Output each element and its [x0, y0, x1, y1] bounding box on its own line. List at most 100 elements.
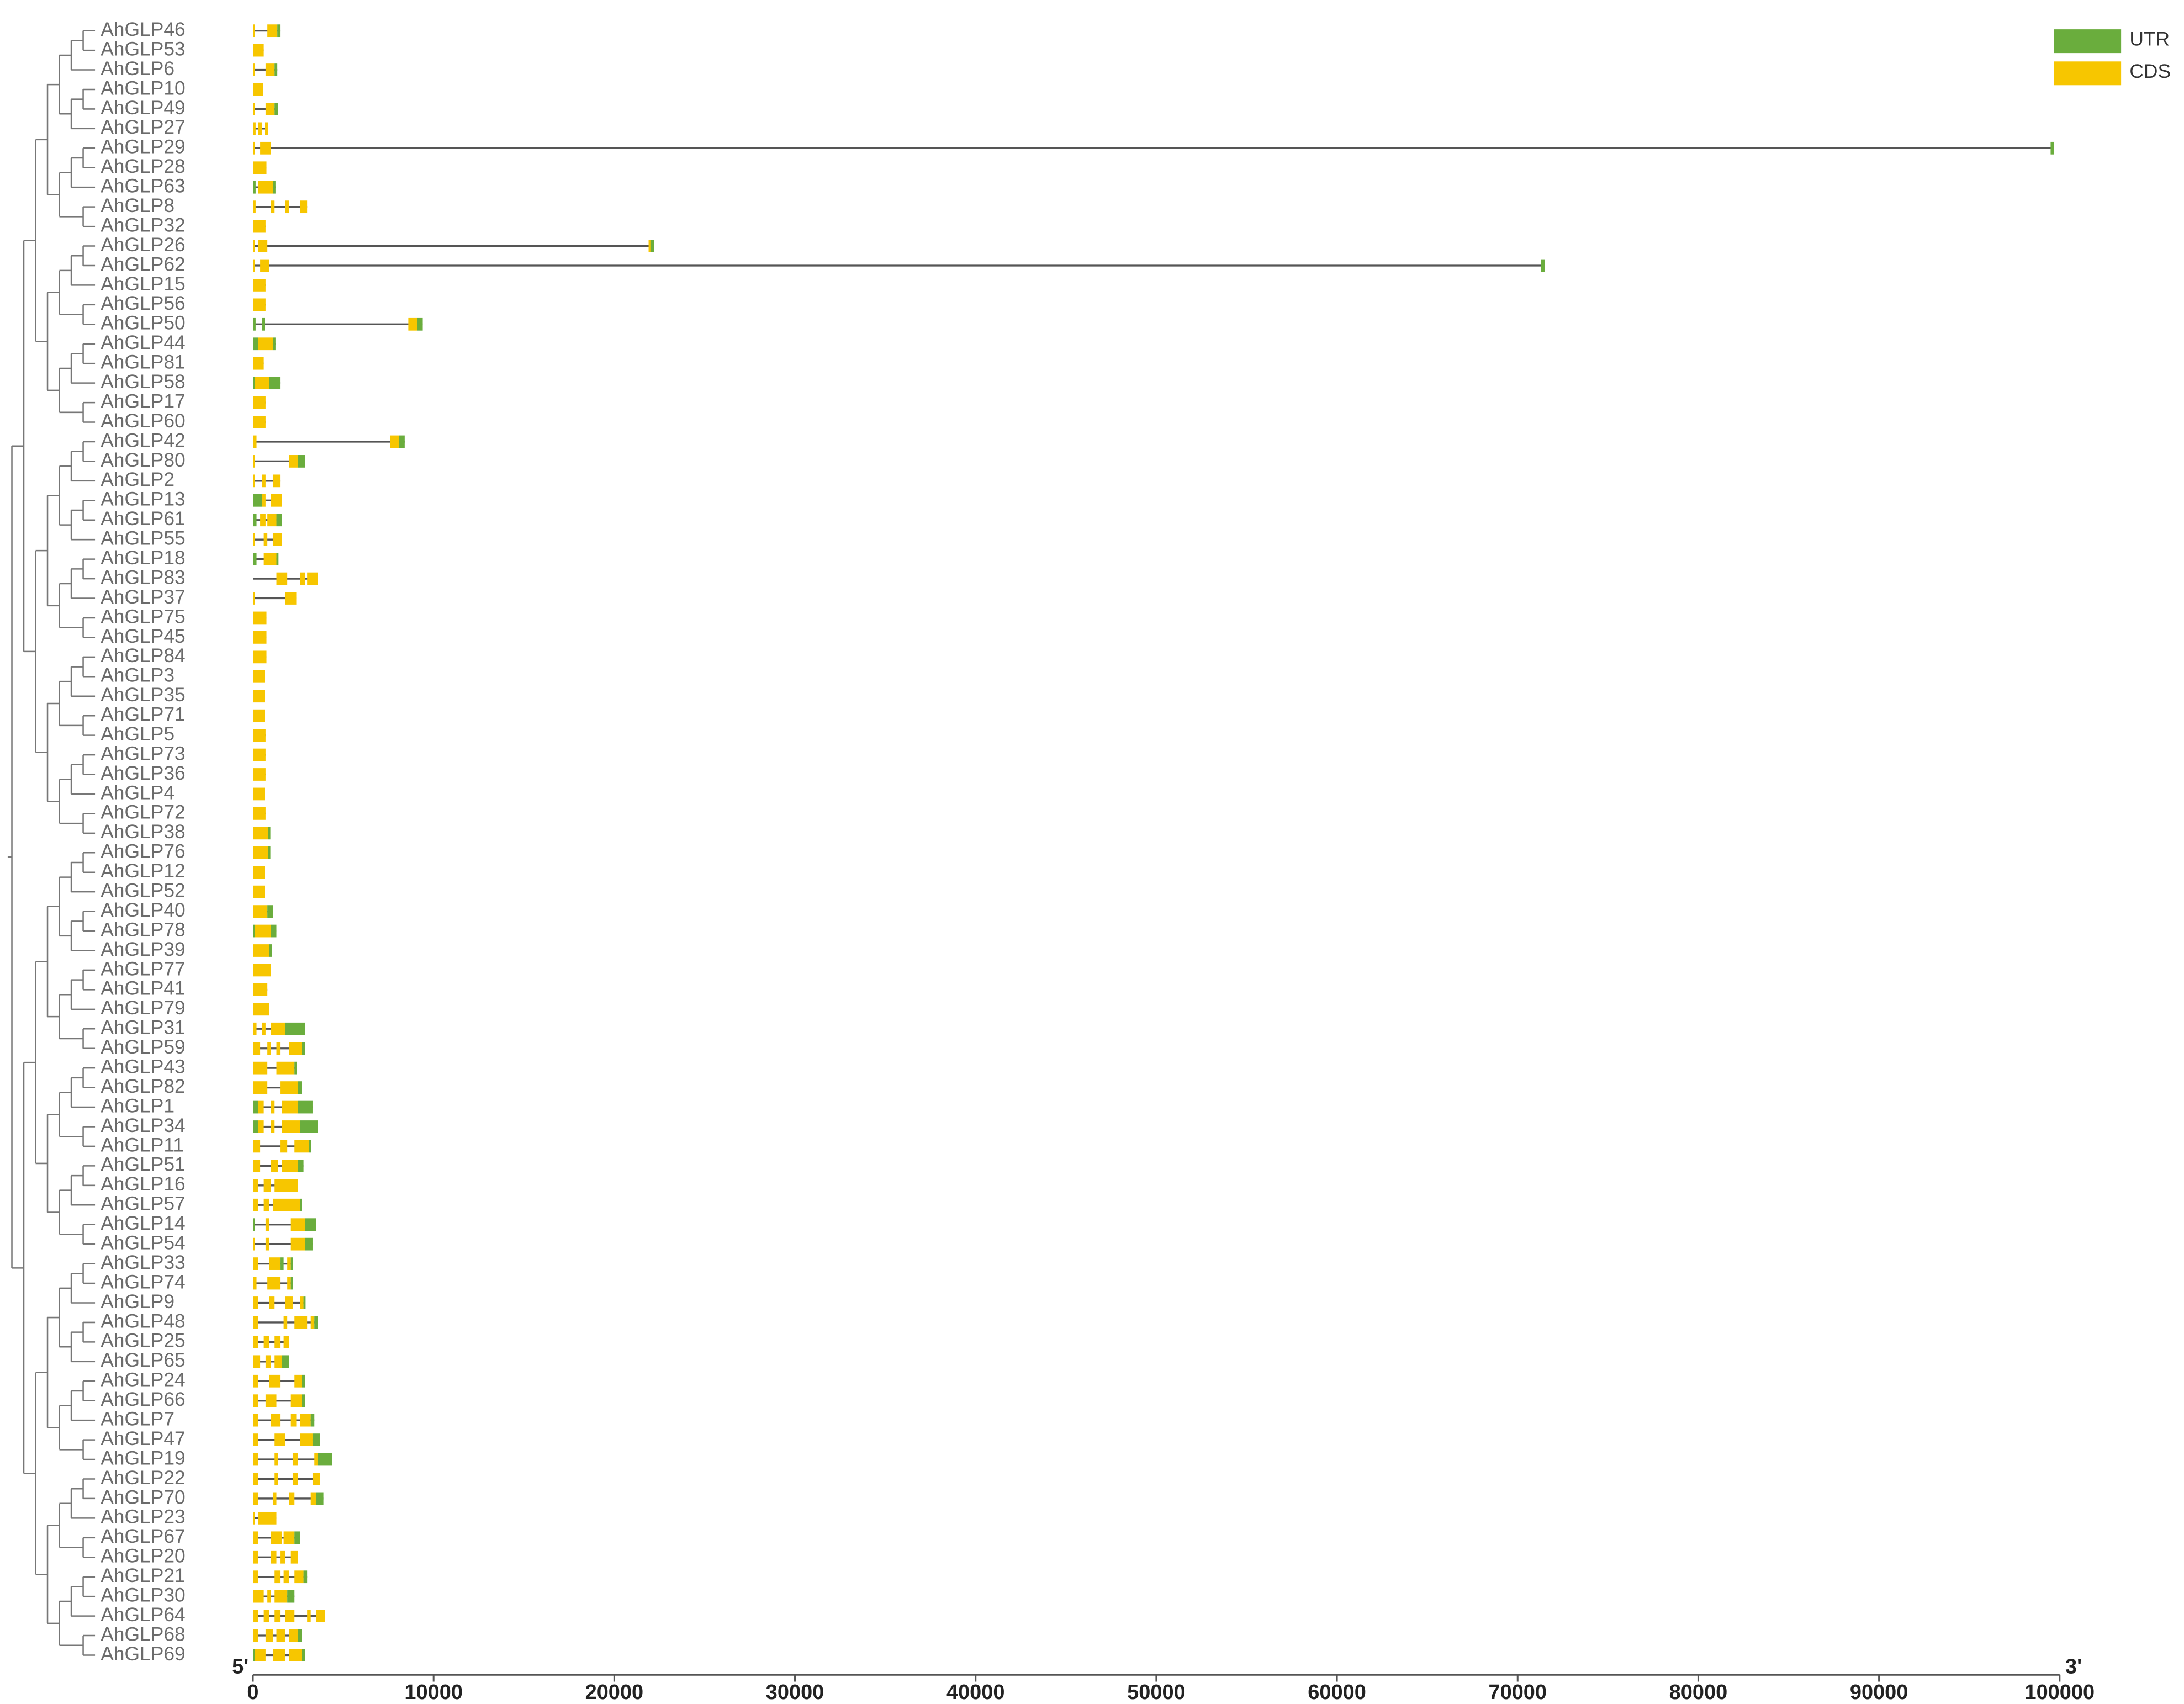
cds-segment [274, 1179, 298, 1192]
x-tick-label: 10000 [404, 1681, 463, 1704]
cds-segment [271, 494, 282, 507]
gene-label: AhGLP30 [101, 1584, 186, 1606]
utr-segment [302, 1042, 305, 1055]
cds-segment [253, 787, 265, 801]
cds-segment [253, 1570, 258, 1584]
gene-label: AhGLP5 [101, 723, 174, 745]
cds-segment [253, 416, 266, 428]
utr-segment [253, 317, 256, 331]
utr-segment [650, 240, 654, 252]
cds-segment [283, 1570, 289, 1584]
utr-segment [269, 944, 272, 957]
cds-segment [253, 1042, 261, 1055]
cds-segment [265, 1629, 273, 1642]
cds-segment [282, 1159, 298, 1172]
utr-segment [399, 435, 405, 448]
cds-segment [253, 650, 267, 664]
cds-segment [260, 259, 269, 272]
cds-segment [253, 1394, 258, 1407]
cds-segment [289, 455, 298, 468]
gene-label: AhGLP22 [101, 1467, 186, 1489]
cds-segment [253, 103, 255, 115]
gene-label: AhGLP33 [101, 1251, 186, 1273]
utr-segment [272, 337, 276, 351]
gene-label: AhGLP21 [101, 1564, 186, 1586]
cds-segment [272, 533, 282, 546]
gene-label: AhGLP2 [101, 468, 174, 490]
utr-segment [305, 1218, 316, 1231]
legend-swatch [2054, 29, 2122, 54]
cds-segment [294, 1570, 304, 1584]
gene-label: AhGLP83 [101, 566, 186, 588]
gene-label: AhGLP13 [101, 488, 186, 510]
cds-segment [253, 1022, 257, 1035]
cds-segment [253, 964, 271, 977]
gene-label: AhGLP45 [101, 625, 186, 647]
cds-segment [258, 181, 273, 194]
cds-segment [263, 1610, 269, 1622]
cds-segment [258, 337, 273, 351]
cds-segment [271, 1550, 277, 1564]
x-tick-label: 80000 [1669, 1681, 1728, 1704]
cds-segment [263, 553, 277, 566]
cds-segment [290, 1394, 302, 1407]
cds-segment [253, 1374, 258, 1388]
gene-label: AhGLP36 [101, 762, 186, 784]
cds-segment [253, 1159, 261, 1172]
gene-label: AhGLP11 [101, 1134, 184, 1156]
utr-segment [253, 514, 257, 527]
gene-label: AhGLP63 [101, 175, 186, 197]
cds-segment [253, 748, 266, 761]
cds-segment [285, 1610, 295, 1622]
cds-segment [300, 200, 308, 214]
utr-segment [269, 377, 281, 390]
gene-label: AhGLP9 [101, 1290, 174, 1313]
cds-segment [253, 1492, 258, 1505]
cds-segment [289, 1042, 302, 1055]
gene-label: AhGLP68 [101, 1623, 186, 1645]
gene-label: AhGLP69 [101, 1643, 186, 1665]
gene-label: AhGLP4 [101, 781, 174, 803]
cds-segment [267, 1590, 271, 1603]
utr-segment [253, 1218, 255, 1231]
cds-segment [253, 161, 267, 174]
utr-segment [310, 1414, 315, 1427]
gene-label: AhGLP3 [101, 664, 174, 686]
cds-segment [287, 1257, 291, 1270]
gene-label: AhGLP29 [101, 136, 186, 158]
cds-segment [272, 1198, 300, 1211]
gene-label: AhGLP18 [101, 547, 186, 569]
cds-segment [253, 1316, 258, 1329]
cds-segment [290, 1550, 298, 1564]
cds-segment [282, 1100, 298, 1114]
gene-label: AhGLP74 [101, 1271, 186, 1293]
utr-segment [300, 1120, 318, 1133]
cds-segment [253, 1453, 258, 1466]
gene-label: AhGLP42 [101, 429, 186, 451]
gene-label: AhGLP67 [101, 1525, 186, 1547]
cds-segment [271, 1159, 278, 1172]
gene-label: AhGLP32 [101, 214, 186, 236]
cds-segment [253, 200, 256, 214]
gene-label: AhGLP77 [101, 957, 186, 980]
cds-segment [300, 1296, 304, 1309]
cds-segment [272, 1649, 285, 1661]
utr-segment [312, 1433, 320, 1446]
cds-segment [263, 1179, 271, 1192]
cds-segment [253, 122, 256, 135]
utr-segment [253, 924, 255, 938]
cds-segment [253, 259, 255, 272]
cds-segment [260, 514, 266, 527]
cds-segment [316, 1610, 325, 1622]
cds-segment [265, 63, 275, 76]
cds-segment [253, 1296, 258, 1309]
cds-segment [258, 240, 268, 252]
gene-label: AhGLP56 [101, 292, 186, 314]
gene-label: AhGLP73 [101, 742, 186, 764]
cds-segment [282, 1120, 300, 1133]
cds-segment [253, 396, 266, 409]
gene-label: AhGLP23 [101, 1506, 186, 1528]
cds-segment [265, 1394, 277, 1407]
gene-label: AhGLP78 [101, 918, 186, 940]
x-tick-label: 90000 [1850, 1681, 1908, 1704]
